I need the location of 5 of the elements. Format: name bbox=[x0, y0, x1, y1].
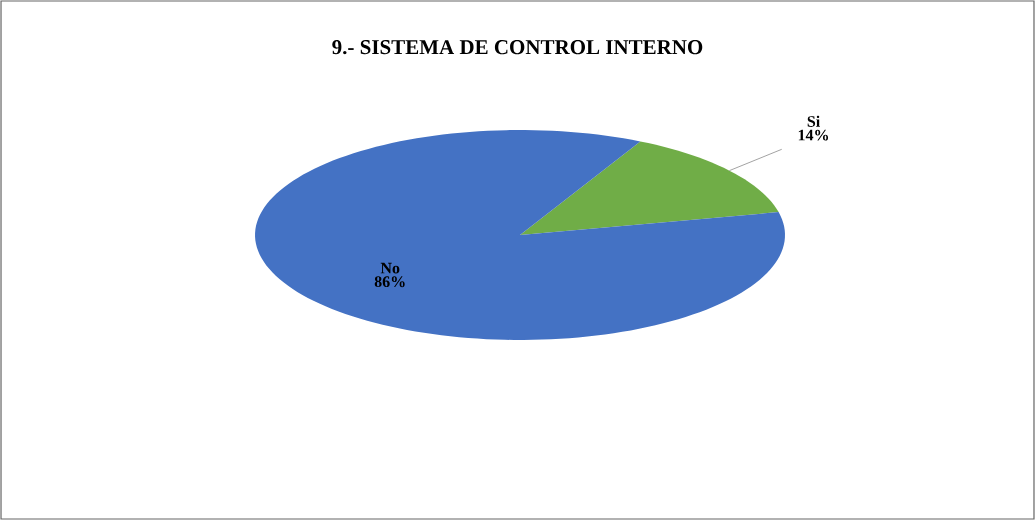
data-label: 86% bbox=[374, 276, 405, 288]
chart-title: 9.- SISTEMA DE CONTROL INTERNO bbox=[332, 40, 703, 55]
data-label: 14% bbox=[798, 129, 829, 141]
slice-label: Si bbox=[807, 115, 820, 127]
slice-label: No bbox=[380, 262, 400, 274]
